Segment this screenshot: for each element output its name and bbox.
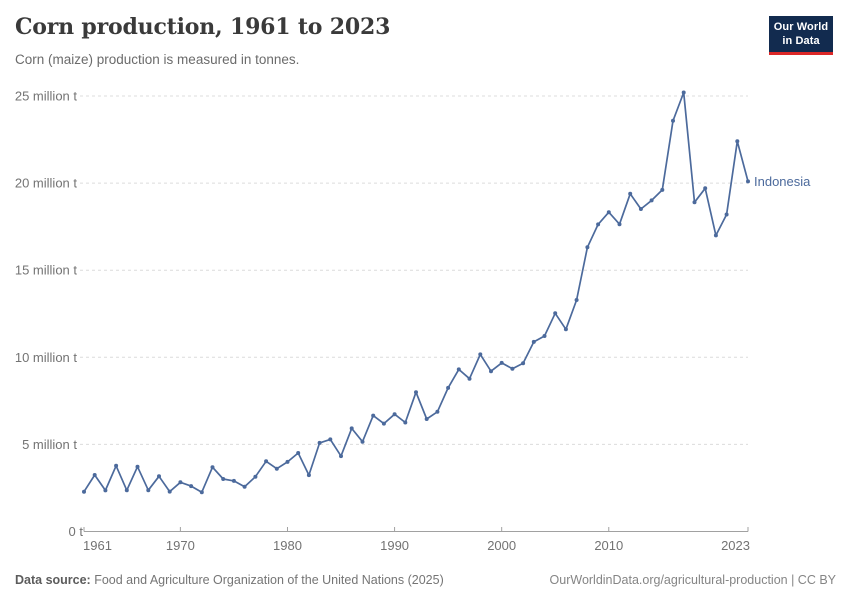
data-point-1995[interactable] (446, 385, 451, 390)
footer-citation-link[interactable]: OurWorldinData.org/agricultural-producti… (549, 573, 836, 587)
data-point-1984[interactable] (328, 437, 333, 442)
x-tick-label: 2000 (487, 538, 516, 553)
data-point-1978[interactable] (264, 459, 269, 464)
data-point-1962[interactable] (92, 473, 97, 477)
data-point-1977[interactable] (253, 474, 258, 479)
x-tick-label: 2023 (721, 538, 750, 553)
y-tick-label: 0 t (69, 524, 84, 539)
data-point-2000[interactable] (499, 360, 504, 365)
data-point-2004[interactable] (542, 334, 547, 338)
data-point-1986[interactable] (349, 426, 354, 431)
data-point-2019[interactable] (703, 186, 708, 191)
data-point-1971[interactable] (189, 484, 194, 489)
y-tick-label: 15 million t (15, 263, 78, 278)
data-point-1987[interactable] (360, 439, 365, 444)
owid-logo-line2: in Data (782, 34, 820, 47)
x-tick-label: 1961 (83, 538, 112, 553)
data-point-1999[interactable] (489, 369, 493, 374)
data-point-2011[interactable] (617, 222, 622, 227)
data-point-1992[interactable] (414, 390, 418, 395)
x-tick-label: 1990 (380, 538, 409, 553)
data-point-1975[interactable] (231, 478, 236, 483)
data-point-2021[interactable] (724, 212, 729, 217)
data-point-1974[interactable] (221, 477, 226, 481)
data-point-1961[interactable] (82, 489, 86, 494)
chart-footer: Data source: Food and Agriculture Organi… (15, 573, 836, 587)
data-point-1993[interactable] (424, 417, 429, 421)
data-point-1972[interactable] (199, 490, 204, 495)
data-point-2003[interactable] (531, 339, 536, 344)
data-point-2001[interactable] (510, 366, 515, 371)
data-point-2018[interactable] (692, 200, 697, 205)
data-point-2008[interactable] (585, 245, 590, 250)
data-point-2023[interactable] (746, 179, 750, 184)
data-point-1991[interactable] (403, 420, 408, 425)
data-point-1967[interactable] (146, 488, 151, 493)
data-point-1976[interactable] (242, 484, 247, 489)
footer-source: Data source: Food and Agriculture Organi… (15, 573, 444, 587)
data-source-text: Food and Agriculture Organization of the… (94, 573, 444, 587)
page-title: Corn production, 1961 to 2023 (15, 14, 391, 40)
y-tick-label: 5 million t (22, 437, 77, 452)
data-point-1983[interactable] (317, 440, 322, 445)
data-point-1997[interactable] (467, 376, 472, 381)
data-point-1964[interactable] (114, 463, 119, 468)
data-point-1965[interactable] (124, 488, 129, 493)
data-point-2016[interactable] (671, 118, 675, 123)
data-point-1966[interactable] (135, 464, 140, 469)
chart-subtitle: Corn (maize) production is measured in t… (15, 52, 300, 67)
data-point-1970[interactable] (178, 480, 183, 485)
data-point-2014[interactable] (649, 198, 654, 203)
data-point-1963[interactable] (103, 488, 108, 493)
data-point-2013[interactable] (638, 207, 643, 211)
data-point-1969[interactable] (167, 489, 172, 494)
owid-logo[interactable]: Our World in Data (769, 16, 833, 55)
data-point-1985[interactable] (339, 454, 343, 459)
data-point-2009[interactable] (596, 222, 601, 227)
data-point-2006[interactable] (563, 327, 568, 332)
series-label-indonesia[interactable]: Indonesia (754, 174, 811, 189)
series-line-indonesia[interactable] (83, 91, 749, 494)
x-tick-label: 1970 (166, 538, 195, 553)
data-point-1990[interactable] (392, 412, 397, 417)
data-point-1968[interactable] (157, 474, 161, 479)
data-source-label: Data source: (15, 573, 91, 587)
data-point-2022[interactable] (735, 139, 740, 144)
data-point-1973[interactable] (210, 465, 215, 470)
data-point-2005[interactable] (553, 311, 558, 316)
x-tick-label: 2010 (594, 538, 623, 553)
data-point-2015[interactable] (660, 187, 665, 192)
data-point-2002[interactable] (521, 361, 526, 366)
data-point-1979[interactable] (274, 466, 279, 471)
data-point-1988[interactable] (371, 413, 376, 418)
y-tick-label: 20 million t (15, 176, 78, 191)
data-point-2017[interactable] (681, 90, 686, 95)
data-point-1980[interactable] (285, 459, 290, 464)
data-point-1981[interactable] (296, 451, 301, 455)
x-tick-label: 1980 (273, 538, 302, 553)
data-point-1989[interactable] (381, 421, 386, 426)
data-point-1998[interactable] (478, 352, 483, 357)
y-tick-label: 25 million t (15, 89, 78, 104)
data-point-1996[interactable] (456, 367, 461, 372)
y-tick-label: 10 million t (15, 350, 78, 365)
owid-logo-line1: Our World (773, 21, 829, 33)
data-point-1994[interactable] (435, 409, 440, 414)
data-point-2012[interactable] (628, 191, 633, 196)
data-point-1982[interactable] (306, 473, 311, 478)
data-point-2010[interactable] (606, 210, 611, 215)
data-point-2007[interactable] (574, 298, 579, 302)
data-point-2020[interactable] (713, 233, 718, 238)
